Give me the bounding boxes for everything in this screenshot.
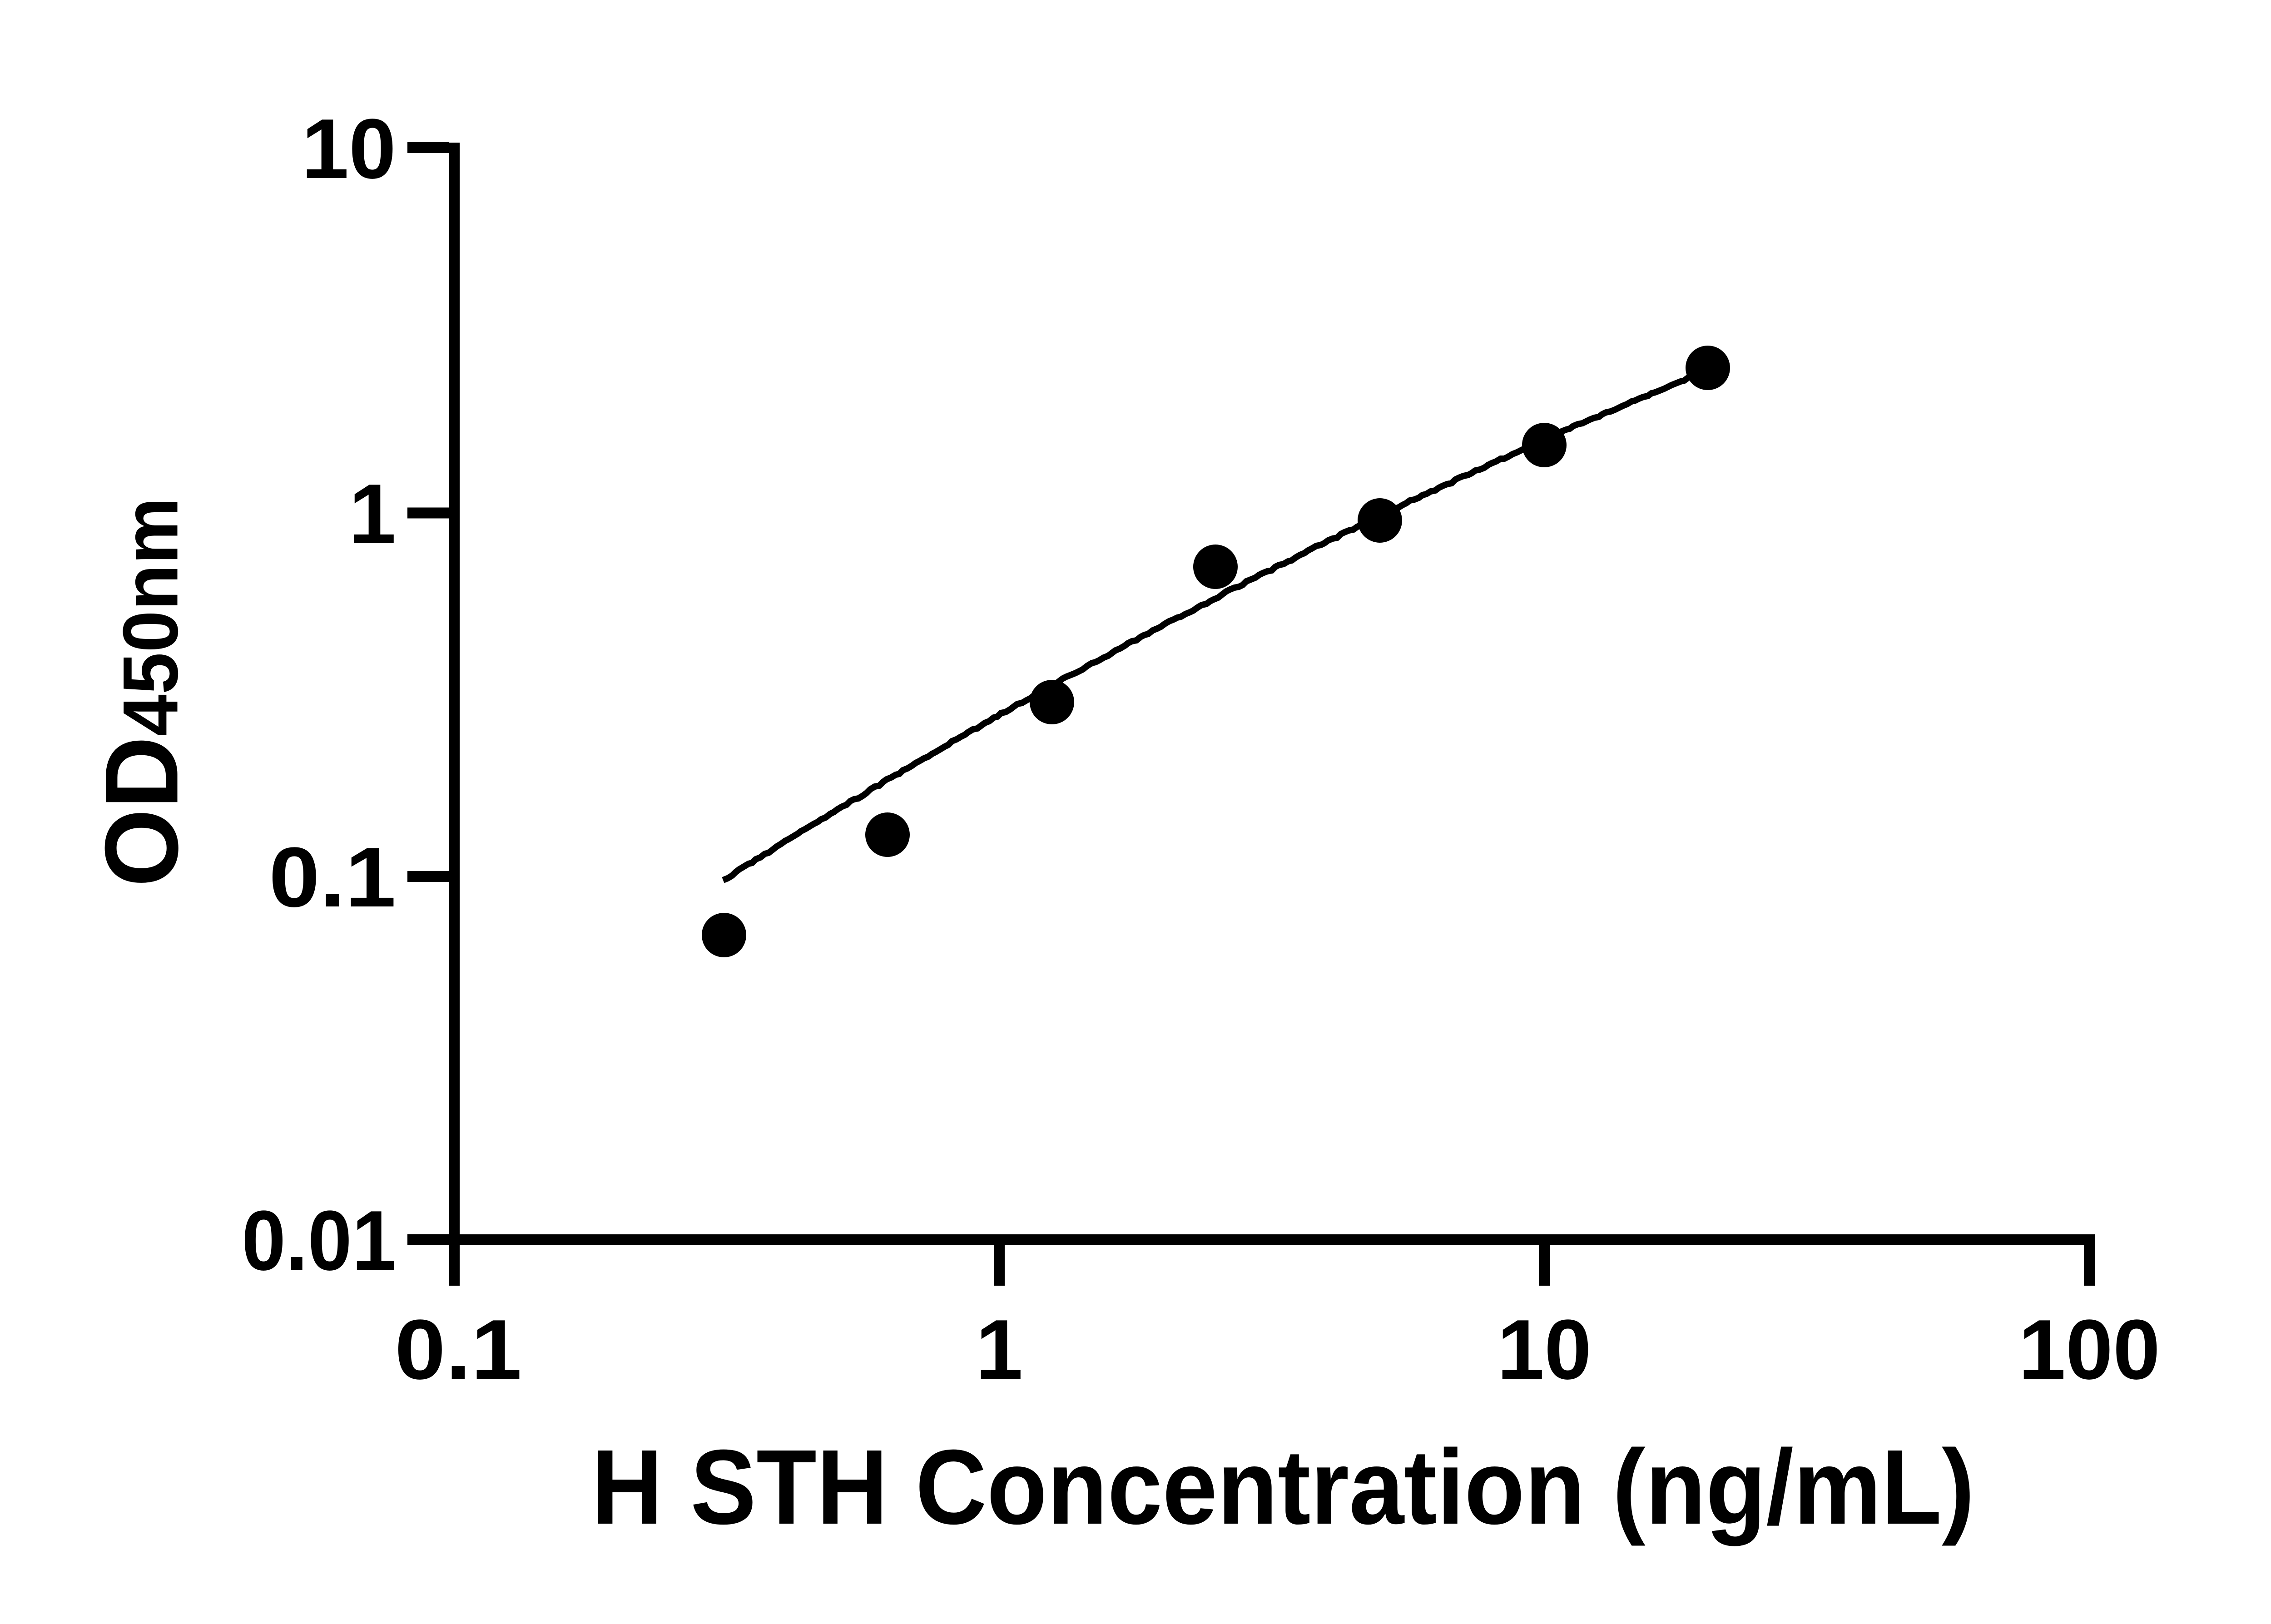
svg-text:100: 100 (2018, 1302, 2160, 1397)
svg-text:0.01: 0.01 (242, 1193, 396, 1288)
svg-text:OD450nm: OD450nm (84, 497, 200, 887)
svg-text:0.1: 0.1 (269, 830, 396, 925)
svg-text:1: 1 (349, 466, 396, 561)
svg-text:10: 10 (1497, 1302, 1592, 1397)
svg-text:1: 1 (976, 1302, 1023, 1397)
svg-text:10: 10 (302, 101, 396, 196)
svg-text:0.1: 0.1 (395, 1302, 522, 1397)
svg-text:H STH Concentration (ng/mL): H STH Concentration (ng/mL) (592, 1427, 1975, 1546)
